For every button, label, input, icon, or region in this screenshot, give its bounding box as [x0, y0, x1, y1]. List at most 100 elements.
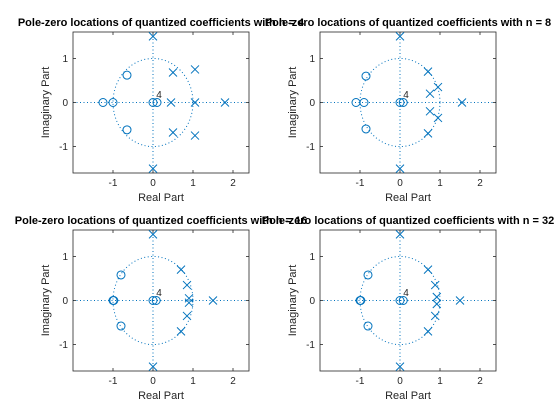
x-tick-label: 1	[190, 178, 196, 189]
y-tick-label: 1	[309, 252, 315, 263]
y-axis-label: Imaginary Part	[287, 265, 299, 337]
subplot-1: 4 -1 0 1 2 -1 0 1 Real Part Imaginary Part Pole-ze…	[18, 17, 305, 204]
zero-marker	[359, 98, 369, 107]
x-tick-label: -1	[356, 178, 365, 189]
pole-marker	[182, 280, 192, 290]
subplot-4: 4 -1 0 1 2 -1 0 1 Real Part Imaginary Part Pole-ze…	[262, 215, 554, 402]
x-tick-label: 0	[397, 376, 403, 387]
zero-marker	[152, 98, 162, 107]
pole-marker	[433, 82, 443, 92]
plot-area	[320, 32, 496, 173]
pole-marker	[166, 98, 176, 107]
pole-marker	[425, 89, 435, 99]
zero-marker	[395, 98, 405, 107]
pole-marker	[176, 265, 186, 275]
pole-marker	[190, 65, 200, 74]
pole-marker	[423, 67, 433, 77]
x-tick-label: 0	[397, 178, 403, 189]
unit-circle	[112, 57, 194, 148]
pole-marker	[423, 326, 433, 336]
zero-marker	[116, 270, 126, 280]
x-tick-label: -1	[356, 376, 365, 387]
y-tick-label: 0	[309, 296, 315, 307]
x-tick-label: 2	[230, 178, 236, 189]
y-axis-label: Imaginary Part	[40, 67, 52, 139]
multiplicity-label: 4	[403, 288, 409, 299]
zero-marker	[363, 321, 373, 331]
pole-marker	[208, 296, 218, 305]
multiplicity-label: 4	[403, 90, 409, 101]
multiplicity-label: 4	[156, 288, 162, 299]
plot-area	[320, 230, 496, 371]
x-tick-label: 2	[477, 376, 483, 387]
pole-marker	[182, 311, 192, 321]
zero-marker	[395, 296, 405, 305]
zero-marker	[108, 98, 118, 107]
pole-marker	[190, 98, 200, 107]
pole-marker	[430, 311, 440, 321]
x-tick-label: 2	[477, 178, 483, 189]
zero-marker	[363, 270, 373, 280]
pole-marker	[148, 164, 158, 173]
subplot-title: Pole-zero locations of quantized coeffic…	[18, 17, 305, 29]
pole-marker	[395, 362, 405, 371]
unit-circle	[359, 57, 441, 148]
subplot-title: Pole-zero locations of quantized coeffic…	[265, 17, 551, 29]
pole-marker	[184, 293, 194, 303]
x-tick-label: 0	[150, 178, 156, 189]
y-tick-label: -1	[306, 340, 315, 351]
subplot-3: 4 -1 0 1 2 -1 0 1 Real Part Imaginary Part Pole-ze…	[15, 215, 307, 402]
x-tick-label: -1	[109, 376, 118, 387]
pole-marker	[455, 296, 465, 305]
subplot-2: 4 -1 0 1 2 -1 0 1 Real Part Imaginary Part Pole-ze…	[265, 17, 551, 204]
subplot-title: Pole-zero locations of quantized coeffic…	[262, 215, 554, 227]
x-tick-label: 1	[437, 376, 443, 387]
y-tick-label: 0	[62, 98, 68, 109]
pole-marker	[184, 298, 194, 308]
x-axis-label: Real Part	[385, 390, 431, 402]
y-tick-label: -1	[306, 142, 315, 153]
x-tick-label: 1	[190, 376, 196, 387]
pole-marker	[148, 230, 158, 239]
zero-marker	[148, 296, 158, 305]
y-axis-label: Imaginary Part	[287, 67, 299, 139]
unit-circle	[112, 255, 194, 346]
zero-marker	[361, 124, 371, 134]
x-tick-label: 2	[230, 376, 236, 387]
pole-marker	[433, 113, 443, 123]
subplot-title: Pole-zero locations of quantized coeffic…	[15, 215, 307, 227]
pole-marker	[395, 230, 405, 239]
x-tick-label: 0	[150, 376, 156, 387]
pole-marker	[457, 98, 467, 107]
multiplicity-label: 4	[156, 90, 162, 101]
y-tick-label: 1	[62, 252, 68, 263]
pole-marker	[190, 131, 200, 140]
pole-marker	[430, 280, 440, 290]
zero-marker	[398, 98, 408, 107]
zero-marker	[356, 296, 366, 305]
y-tick-label: 0	[62, 296, 68, 307]
pole-marker	[423, 128, 433, 138]
y-tick-label: 1	[62, 54, 68, 65]
pole-marker	[395, 32, 405, 41]
pole-marker	[220, 98, 230, 107]
y-axis-label: Imaginary Part	[40, 265, 52, 337]
pole-marker	[432, 299, 442, 309]
x-axis-label: Real Part	[138, 390, 184, 402]
y-tick-label: -1	[59, 340, 68, 351]
pole-marker	[395, 164, 405, 173]
zero-marker	[398, 296, 408, 305]
x-axis-label: Real Part	[138, 192, 184, 204]
x-tick-label: 1	[437, 178, 443, 189]
zero-marker	[108, 296, 118, 305]
zero-marker	[151, 296, 161, 305]
pole-marker	[148, 32, 158, 41]
plot-area	[73, 32, 249, 173]
x-tick-label: -1	[109, 178, 118, 189]
plot-area	[73, 230, 249, 371]
y-tick-label: 0	[309, 98, 315, 109]
pole-marker	[176, 326, 186, 336]
x-axis-label: Real Part	[385, 192, 431, 204]
pole-marker	[168, 128, 178, 137]
